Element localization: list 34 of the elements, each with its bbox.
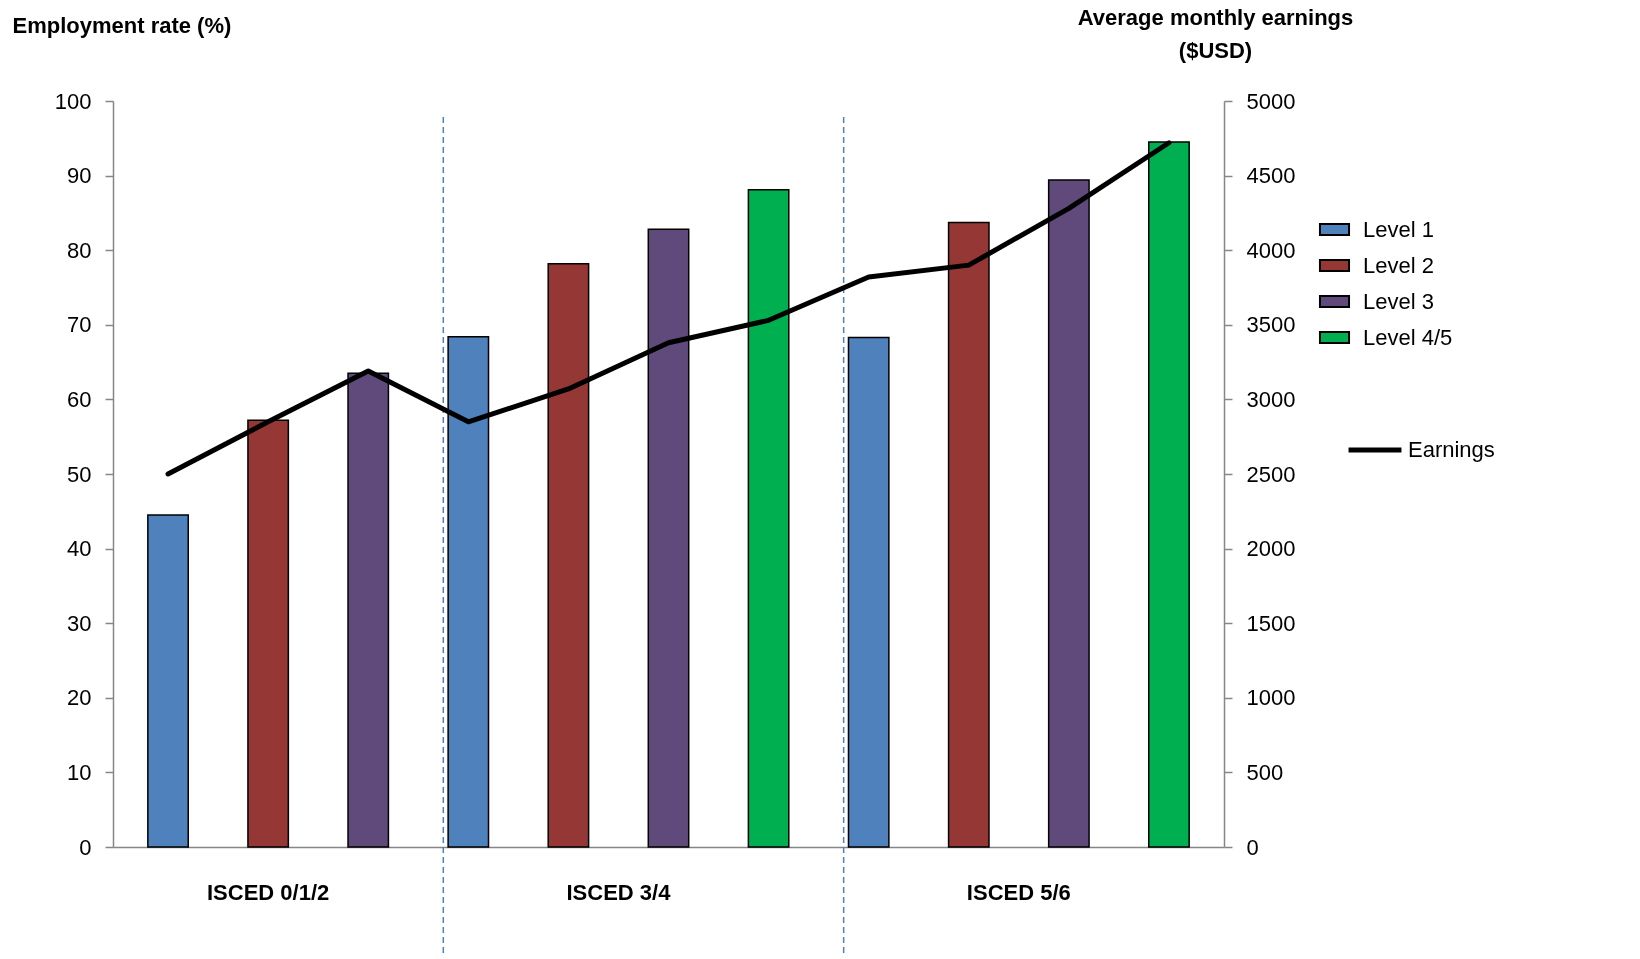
y2-tick-label: 4500 [1246,163,1296,189]
text: ISCED 3/4 [566,880,672,905]
y-axis-title: Employment rate (%) [12,12,232,38]
y2-axis-title: Average monthly earnings ($USD) [1077,4,1354,63]
legend-label: Level 4/5 [1363,324,1453,350]
legend-label: Level 3 [1363,288,1434,314]
y2-tick-label: 1500 [1246,610,1296,636]
y2-tick-label: 4000 [1246,237,1296,263]
y2-tick-label: 3500 [1246,312,1296,338]
y2-tick-label: 3000 [1246,386,1296,412]
y-tick-label: 90 [67,163,92,189]
y2-tick-label: 1000 [1246,685,1296,711]
y-tick-label: 60 [67,386,92,412]
y-tick-label: 70 [67,312,92,338]
y-tick-label: 100 [54,88,92,114]
y-tick-label: 80 [67,237,92,263]
bar [847,336,890,848]
y2-tick-label: 5000 [1246,88,1296,114]
y2-tick-label: 2000 [1246,536,1296,562]
legend-label: Earnings [1408,437,1495,462]
y2-tick-label: 0 [1246,834,1259,860]
y-tick-label: 30 [67,610,92,636]
y-tick-label: 50 [67,461,92,487]
text: ISCED 0/1/2 [207,880,330,905]
y-tick-label: 0 [79,834,92,860]
y-tick-label: 10 [67,759,92,785]
y-tick-label: 20 [67,685,92,711]
y2-tick-label: 500 [1246,759,1284,785]
y-tick-label: 40 [67,536,92,562]
legend-label: Level 1 [1363,216,1434,242]
legend-label: Level 2 [1363,252,1434,278]
y2-tick-label: 2500 [1246,461,1296,487]
bar [147,514,189,848]
text: ISCED 5/6 [966,880,1071,905]
